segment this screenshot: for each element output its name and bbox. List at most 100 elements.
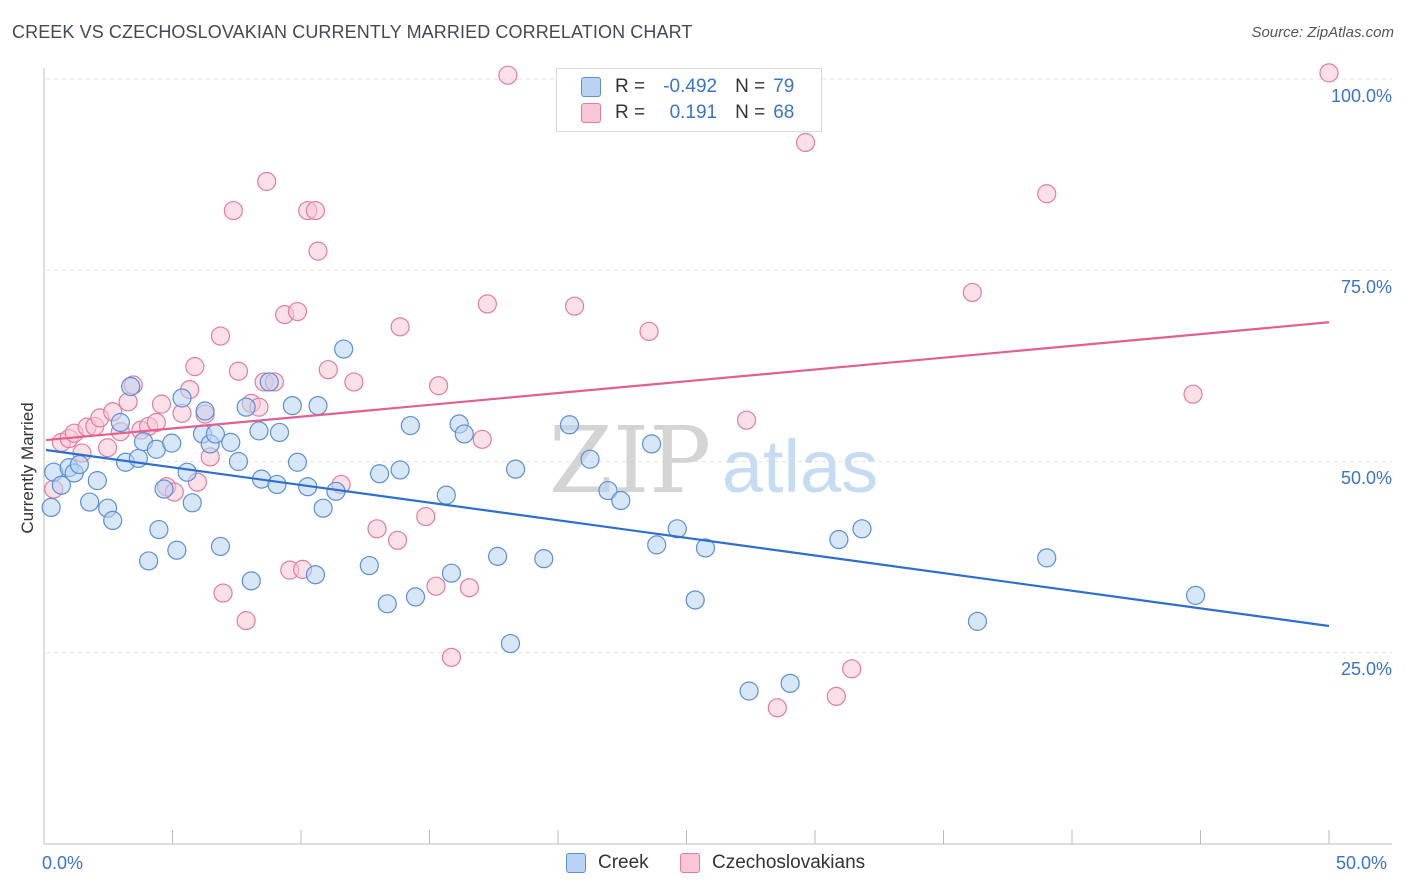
- creek-point: [195, 401, 215, 421]
- creek-point: [359, 555, 379, 576]
- r-label: R =: [615, 102, 646, 123]
- legend-item-czech: Czechoslovakians: [680, 852, 865, 874]
- czech-point: [236, 611, 256, 631]
- creek-point: [641, 434, 662, 454]
- n-value-czech: 68: [773, 102, 795, 123]
- creek-point: [282, 396, 302, 416]
- y-tick-50: 50.0%: [1340, 468, 1392, 488]
- czech-point: [1037, 184, 1057, 204]
- creek-point: [154, 479, 174, 499]
- czech-point: [767, 698, 787, 718]
- creek-point: [221, 432, 241, 452]
- legend-label-czech: Czechoslovakians: [712, 852, 866, 873]
- czech-point: [308, 241, 328, 261]
- creek-point: [647, 535, 667, 555]
- czech-point: [1319, 63, 1339, 83]
- creek-point: [259, 372, 279, 392]
- chart-title: CREEK VS CZECHOSLOVAKIAN CURRENTLY MARRI…: [12, 22, 693, 42]
- axis-layer: [43, 68, 1392, 845]
- creek-point: [121, 376, 141, 397]
- series-creek-points: [41, 339, 1206, 701]
- y-tick-75: 75.0%: [1340, 277, 1392, 297]
- creek-trend-line: [45, 448, 1330, 628]
- czech-point: [472, 429, 492, 449]
- creek-point: [172, 388, 192, 408]
- czech-point: [287, 301, 308, 322]
- czech-point: [228, 361, 249, 381]
- creek-point: [369, 464, 390, 484]
- creek-point: [400, 415, 420, 436]
- czech-point: [97, 438, 118, 458]
- creek-point: [1185, 585, 1206, 605]
- creek-point: [241, 571, 261, 591]
- stats-legend: R = -0.492 N = 79 R = 0.191 N = 68: [556, 68, 822, 132]
- czech-point: [639, 321, 659, 342]
- y-tick-25: 25.0%: [1340, 659, 1392, 679]
- creek-point: [139, 551, 159, 571]
- creek-point: [611, 490, 631, 511]
- legend-swatch-czech: [680, 853, 700, 873]
- creek-point: [249, 421, 269, 441]
- czech-trend-line: [45, 321, 1330, 442]
- creek-point: [390, 460, 410, 480]
- n-label: N =: [735, 102, 766, 123]
- czech-point: [564, 296, 585, 316]
- czech-point: [318, 360, 338, 380]
- czech-point: [146, 412, 166, 433]
- czech-point: [367, 519, 387, 539]
- creek-point: [228, 451, 249, 472]
- czech-point: [257, 171, 277, 192]
- creek-point: [182, 493, 202, 513]
- x-tick-max: 50.0%: [1336, 853, 1388, 873]
- creek-point: [128, 448, 148, 469]
- creek-point: [167, 540, 187, 560]
- czech-point: [962, 282, 982, 303]
- czech-swatch: [581, 103, 601, 123]
- series-czechoslovakians-points: [44, 63, 1339, 718]
- czech-point: [387, 530, 408, 550]
- czech-point: [223, 200, 243, 221]
- creek-point: [436, 485, 456, 505]
- creek-point: [51, 475, 71, 495]
- creek-point: [305, 565, 326, 585]
- creek-point: [454, 424, 474, 444]
- creek-point: [685, 590, 705, 610]
- trend-lines: [45, 321, 1330, 628]
- czech-point: [213, 583, 233, 603]
- creek-swatch: [581, 77, 601, 97]
- creek-point: [308, 396, 328, 416]
- creek-point: [87, 471, 107, 491]
- czech-point: [185, 357, 205, 377]
- watermark-atlas: atlas: [722, 425, 878, 508]
- stats-row-czech: R = 0.191 N = 68: [581, 101, 794, 125]
- czech-point: [441, 647, 462, 667]
- creek-point: [313, 498, 333, 518]
- czech-point: [305, 200, 326, 221]
- creek-point: [500, 633, 521, 654]
- creek-point: [110, 412, 131, 433]
- legend-label-creek: Creek: [598, 852, 649, 873]
- creek-point: [177, 462, 197, 482]
- watermark: ZIP atlas: [549, 407, 878, 514]
- creek-point: [780, 673, 800, 693]
- creek-point: [967, 611, 988, 631]
- creek-point: [103, 510, 123, 531]
- series-legend: Creek Czechoslovakians: [0, 852, 1406, 876]
- x-tick-min: 0.0%: [42, 853, 84, 873]
- creek-point: [739, 681, 759, 701]
- legend-swatch-creek: [566, 853, 586, 873]
- czech-point: [426, 576, 446, 596]
- creek-point: [598, 480, 618, 501]
- r-value-czech: 0.191: [669, 102, 718, 123]
- creek-point: [334, 339, 354, 359]
- creek-point: [287, 452, 308, 472]
- creek-point: [829, 529, 849, 550]
- n-label: N =: [735, 76, 766, 97]
- creek-point: [405, 587, 426, 607]
- creek-point: [210, 536, 231, 557]
- czech-point: [459, 578, 479, 598]
- creek-point: [267, 474, 287, 495]
- r-label: R =: [615, 76, 646, 97]
- grid-layer: [46, 78, 1392, 654]
